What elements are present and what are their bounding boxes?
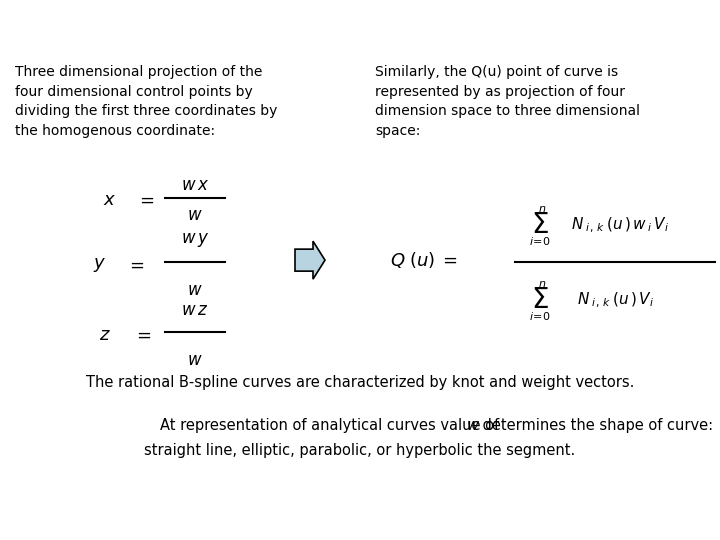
Text: Three dimensional projection of the
four dimensional control points by
dividing : Three dimensional projection of the four… [15,65,277,138]
Text: http://users.nik.uni-obuda.hu/lhorvath/: http://users.nik.uni-obuda.hu/lhorvath/ [419,514,661,526]
Text: $w\,y$: $w\,y$ [181,231,210,249]
Text: $\Sigma$: $\Sigma$ [531,287,549,314]
Text: $n$: $n$ [538,279,546,289]
Text: $i\!=\!0$: $i\!=\!0$ [529,235,551,247]
Text: $N\,_{i\,,\,k}\,(u\,)\,w\,_{i}\,V_{i}$: $N\,_{i\,,\,k}\,(u\,)\,w\,_{i}\,V_{i}$ [571,215,669,235]
Polygon shape [295,241,325,279]
Text: László Horváth: László Horváth [84,514,176,526]
Text: $N\,_{i\,,\,k}\,(u\,)\,V_{i}$: $N\,_{i\,,\,k}\,(u\,)\,V_{i}$ [577,291,654,310]
Text: $n$: $n$ [538,204,546,214]
Text: Similarly, the Q(u) point of curve is
represented by as projection of four
dimen: Similarly, the Q(u) point of curve is re… [375,65,640,138]
Text: $w\,x$: $w\,x$ [181,177,209,194]
Text: $=$: $=$ [132,326,151,344]
Text: determines the shape of curve:: determines the shape of curve: [478,417,713,433]
Text: At representation of analytical curves value of: At representation of analytical curves v… [160,417,504,433]
Text: $w$: $w$ [187,352,203,369]
Text: $w\,z$: $w\,z$ [181,302,209,319]
Text: The rational B-spline curves are characterized by knot and weight vectors.: The rational B-spline curves are charact… [86,375,634,389]
Text: Rational B-spline curve: Rational B-spline curve [187,12,533,38]
Text: $w$: $w$ [187,207,203,224]
Text: $z$: $z$ [99,326,111,344]
Text: $x$: $x$ [104,191,117,209]
Text: $y$: $y$ [94,256,107,274]
Text: $w$: $w$ [187,282,203,299]
Text: $\Sigma$: $\Sigma$ [531,212,549,239]
Text: straight line, elliptic, parabolic, or hyperbolic the segment.: straight line, elliptic, parabolic, or h… [145,443,575,457]
Text: $=$: $=$ [135,191,154,209]
Text: w: w [467,417,479,433]
Text: UÓ-JNFI-IAM: UÓ-JNFI-IAM [322,512,398,528]
Text: $i\!=\!0$: $i\!=\!0$ [529,310,551,322]
Text: $=$: $=$ [126,256,144,274]
Text: $Q\;(u)\;=$: $Q\;(u)\;=$ [390,250,458,270]
